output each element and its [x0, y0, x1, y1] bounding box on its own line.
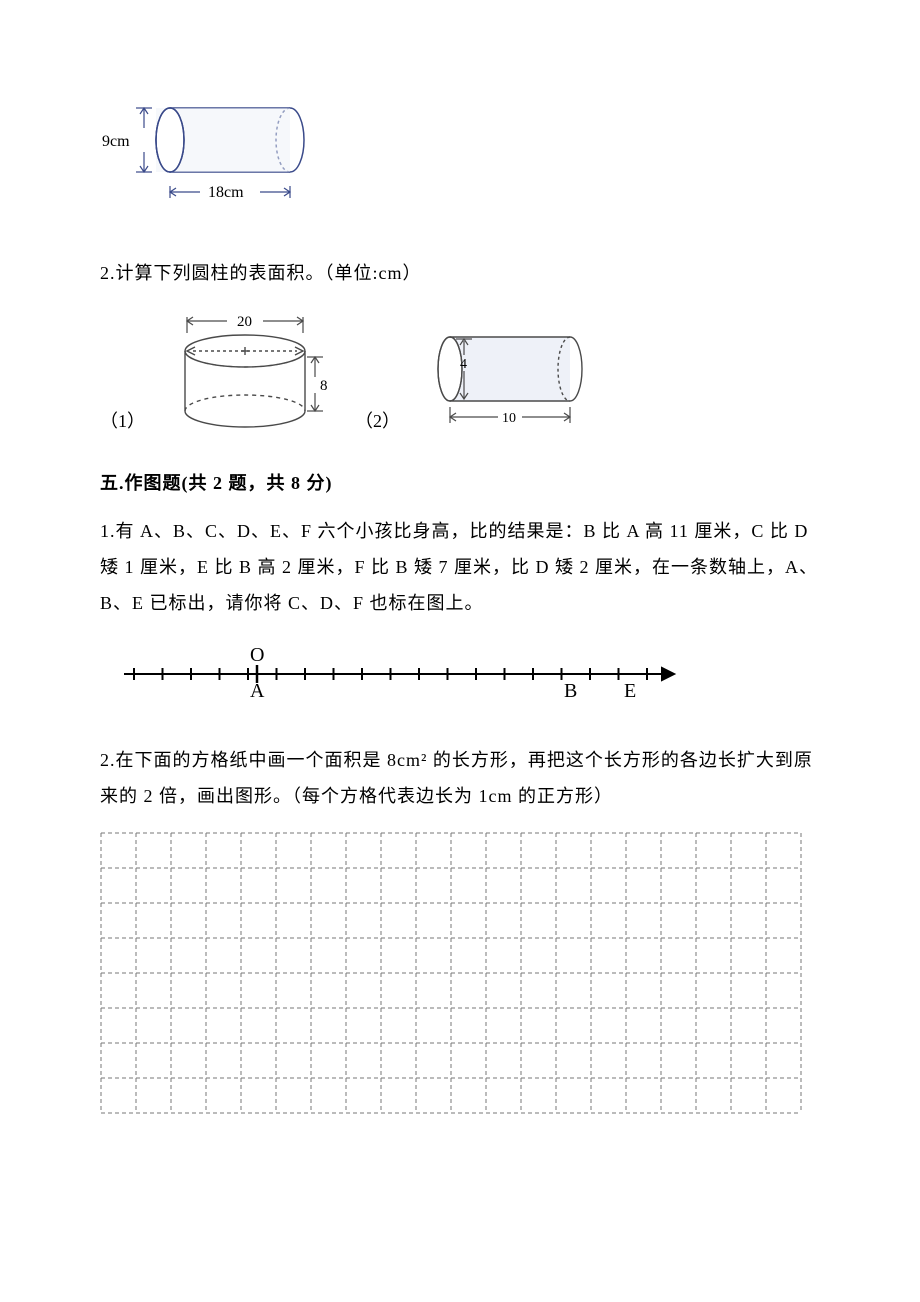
number-line-svg: O A B E	[114, 639, 694, 709]
label-E: E	[624, 680, 636, 702]
question-5-2-text: 2.在下面的方格纸中画一个面积是 8cm² 的长方形，再把这个长方形的各边长扩大…	[100, 742, 820, 814]
figure-row-cylinders: （1）	[100, 311, 820, 441]
cylinder-18-9-svg: 9cm 18cm	[100, 90, 330, 220]
label-18cm: 18cm	[208, 184, 244, 201]
label-B: B	[564, 680, 577, 702]
label-10: 10	[502, 411, 516, 426]
label-4: 4	[460, 357, 467, 372]
cylinder-a-svg: 20 8	[165, 311, 335, 441]
label-A: A	[250, 680, 265, 702]
label-20: 20	[237, 314, 252, 330]
grid-figure	[100, 832, 820, 1119]
label-9cm: 9cm	[102, 133, 130, 150]
section-5-heading: 五.作图题(共 2 题，共 8 分)	[100, 469, 820, 495]
label-8: 8	[320, 378, 328, 394]
question-5-1-text: 1.有 A、B、C、D、E、F 六个小孩比身高，比的结果是：B 比 A 高 11…	[100, 513, 820, 621]
grid-svg	[100, 832, 802, 1114]
figure-cylinder-18-9: 9cm 18cm	[100, 90, 820, 225]
paren-1: （1）	[100, 407, 145, 441]
number-line-figure: O A B E	[114, 639, 820, 714]
paren-2: （2）	[355, 407, 400, 441]
label-O: O	[250, 644, 264, 666]
page: 9cm 18cm 2.计算下列圆柱的表面积。（单位:cm） （1）	[0, 0, 920, 1209]
cylinder-b-svg: 4 10	[420, 321, 600, 441]
question-2-text: 2.计算下列圆柱的表面积。（单位:cm）	[100, 255, 820, 291]
